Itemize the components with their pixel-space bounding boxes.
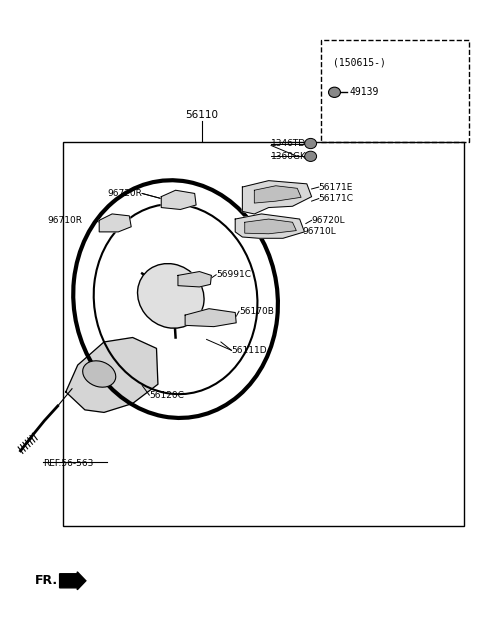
Bar xyxy=(63,142,464,527)
Text: REF.56-563: REF.56-563 xyxy=(43,459,94,468)
Text: 56170B: 56170B xyxy=(239,307,274,316)
Text: 96710R: 96710R xyxy=(48,216,83,225)
Polygon shape xyxy=(161,190,196,210)
Text: 56991C: 56991C xyxy=(216,270,251,279)
Text: 56171E: 56171E xyxy=(319,183,353,192)
Polygon shape xyxy=(185,309,236,327)
Bar xyxy=(321,40,469,142)
Text: 96710L: 96710L xyxy=(302,228,336,237)
Polygon shape xyxy=(99,214,131,232)
Text: 1360GK: 1360GK xyxy=(271,152,307,161)
Text: 56120C: 56120C xyxy=(149,391,184,400)
Ellipse shape xyxy=(305,151,317,161)
Text: 49139: 49139 xyxy=(350,87,379,97)
Text: 1346TD: 1346TD xyxy=(271,139,306,148)
Text: 56171C: 56171C xyxy=(319,194,354,203)
Text: 96720R: 96720R xyxy=(108,189,142,198)
Ellipse shape xyxy=(83,361,116,387)
Text: (150615-): (150615-) xyxy=(333,57,386,68)
Polygon shape xyxy=(178,271,211,287)
Ellipse shape xyxy=(305,138,317,149)
Polygon shape xyxy=(254,186,301,203)
Polygon shape xyxy=(235,214,304,239)
Ellipse shape xyxy=(328,87,340,98)
Polygon shape xyxy=(242,181,312,214)
Polygon shape xyxy=(245,219,296,234)
Text: 96720L: 96720L xyxy=(312,216,345,225)
FancyArrow shape xyxy=(60,572,86,590)
Polygon shape xyxy=(66,338,158,412)
Text: 56111D: 56111D xyxy=(231,346,267,355)
Text: FR.: FR. xyxy=(35,574,58,587)
Ellipse shape xyxy=(138,264,204,328)
Text: 56110: 56110 xyxy=(185,110,218,120)
